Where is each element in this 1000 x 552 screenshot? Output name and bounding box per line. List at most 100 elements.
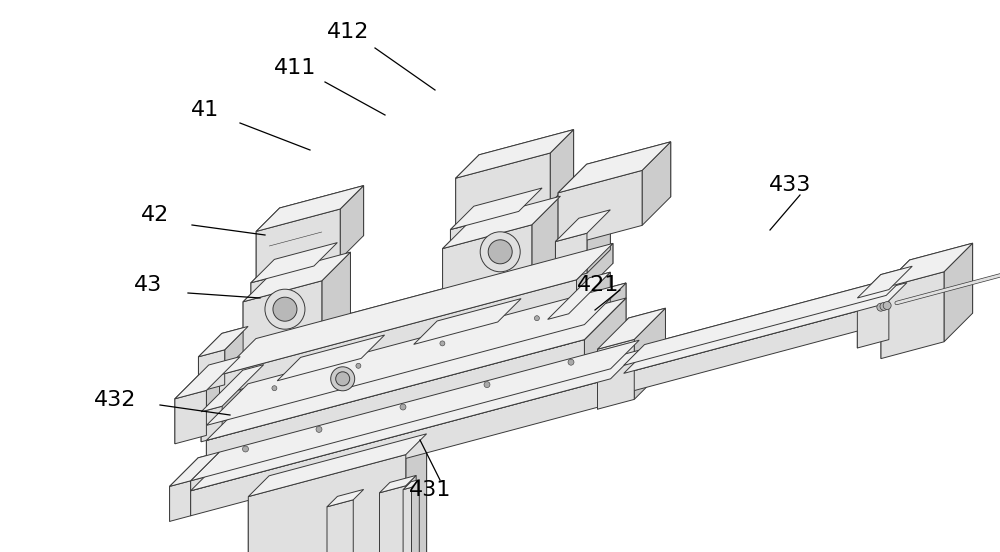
Circle shape xyxy=(273,297,297,321)
Polygon shape xyxy=(206,339,584,470)
Polygon shape xyxy=(206,298,626,440)
Polygon shape xyxy=(550,130,574,203)
Polygon shape xyxy=(201,365,264,412)
Polygon shape xyxy=(944,243,973,342)
Polygon shape xyxy=(251,266,314,298)
Polygon shape xyxy=(406,434,427,552)
Polygon shape xyxy=(225,326,248,385)
Circle shape xyxy=(265,289,305,329)
Polygon shape xyxy=(456,130,574,178)
Polygon shape xyxy=(857,290,889,348)
Circle shape xyxy=(877,303,885,311)
Polygon shape xyxy=(548,272,610,320)
Polygon shape xyxy=(201,406,222,442)
Polygon shape xyxy=(175,365,209,444)
Circle shape xyxy=(336,372,350,386)
Polygon shape xyxy=(220,280,576,395)
Polygon shape xyxy=(555,210,610,242)
Polygon shape xyxy=(243,365,264,400)
Polygon shape xyxy=(569,272,610,344)
Polygon shape xyxy=(191,452,219,516)
Polygon shape xyxy=(611,350,639,404)
Polygon shape xyxy=(316,510,352,523)
Polygon shape xyxy=(471,196,560,285)
Polygon shape xyxy=(170,458,198,522)
Polygon shape xyxy=(219,350,639,487)
Polygon shape xyxy=(248,298,626,429)
Polygon shape xyxy=(175,357,240,399)
Text: 421: 421 xyxy=(577,275,619,295)
Polygon shape xyxy=(406,475,416,552)
Polygon shape xyxy=(558,171,642,248)
Circle shape xyxy=(534,316,539,321)
Text: 412: 412 xyxy=(327,22,369,42)
Circle shape xyxy=(440,341,445,346)
Polygon shape xyxy=(209,348,616,470)
Polygon shape xyxy=(881,260,910,359)
Circle shape xyxy=(484,381,490,388)
Polygon shape xyxy=(243,252,350,302)
Polygon shape xyxy=(881,272,944,359)
Polygon shape xyxy=(256,243,613,359)
Polygon shape xyxy=(380,486,406,552)
Polygon shape xyxy=(272,252,350,338)
Polygon shape xyxy=(353,490,364,552)
Polygon shape xyxy=(624,353,644,394)
Polygon shape xyxy=(910,243,973,330)
Polygon shape xyxy=(889,266,912,339)
Polygon shape xyxy=(642,142,671,225)
Polygon shape xyxy=(198,333,222,392)
Polygon shape xyxy=(206,283,626,426)
Polygon shape xyxy=(248,476,269,552)
Circle shape xyxy=(272,386,277,391)
Polygon shape xyxy=(629,308,665,378)
Polygon shape xyxy=(587,210,610,273)
Polygon shape xyxy=(251,242,337,283)
Polygon shape xyxy=(857,266,912,298)
Polygon shape xyxy=(558,164,587,248)
Polygon shape xyxy=(576,243,613,300)
Polygon shape xyxy=(314,242,337,281)
Polygon shape xyxy=(280,185,364,258)
Polygon shape xyxy=(256,209,340,282)
Polygon shape xyxy=(598,318,629,409)
Text: 432: 432 xyxy=(94,390,136,410)
Polygon shape xyxy=(589,272,610,308)
Polygon shape xyxy=(220,243,613,375)
Polygon shape xyxy=(327,496,337,552)
Polygon shape xyxy=(584,283,626,339)
Polygon shape xyxy=(519,188,542,226)
Polygon shape xyxy=(624,283,907,373)
Polygon shape xyxy=(277,357,301,401)
Polygon shape xyxy=(411,480,419,552)
Polygon shape xyxy=(450,188,542,230)
Polygon shape xyxy=(327,490,364,507)
Polygon shape xyxy=(881,266,912,325)
Circle shape xyxy=(356,363,361,368)
Polygon shape xyxy=(857,274,881,348)
Polygon shape xyxy=(256,208,280,282)
Polygon shape xyxy=(403,480,419,490)
Polygon shape xyxy=(414,322,498,364)
Circle shape xyxy=(331,367,355,391)
Polygon shape xyxy=(584,298,626,370)
Polygon shape xyxy=(380,482,390,552)
Polygon shape xyxy=(456,155,479,228)
Polygon shape xyxy=(337,490,364,552)
Polygon shape xyxy=(256,185,364,231)
Polygon shape xyxy=(222,365,264,436)
Polygon shape xyxy=(390,475,416,552)
Polygon shape xyxy=(303,522,339,535)
Polygon shape xyxy=(251,259,274,298)
Polygon shape xyxy=(170,452,219,486)
Polygon shape xyxy=(403,482,411,552)
Circle shape xyxy=(488,240,512,264)
Polygon shape xyxy=(209,357,240,410)
Polygon shape xyxy=(170,481,191,522)
Polygon shape xyxy=(277,335,385,381)
Polygon shape xyxy=(611,340,639,379)
Polygon shape xyxy=(322,252,350,346)
Polygon shape xyxy=(555,218,579,282)
Polygon shape xyxy=(340,185,364,259)
Polygon shape xyxy=(548,278,589,349)
